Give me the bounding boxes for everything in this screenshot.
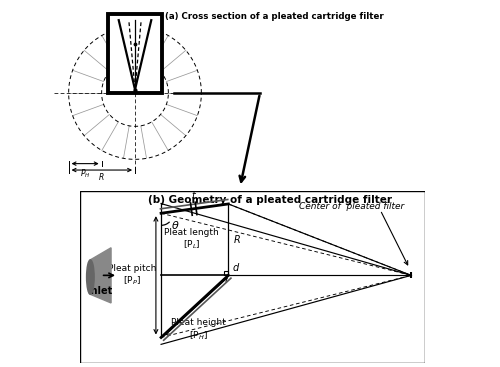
Ellipse shape bbox=[86, 260, 94, 294]
Text: P$_H$: P$_H$ bbox=[80, 167, 90, 179]
Text: t: t bbox=[192, 191, 196, 201]
Polygon shape bbox=[90, 248, 111, 303]
Text: Center of  pleated filter: Center of pleated filter bbox=[299, 202, 405, 211]
Bar bbox=[224, 271, 228, 275]
Bar bbox=[108, 14, 162, 93]
Text: Pleat height
[P$_H$]: Pleat height [P$_H$] bbox=[171, 319, 226, 342]
Text: θ: θ bbox=[172, 221, 178, 231]
Text: R: R bbox=[234, 235, 240, 245]
Text: Inlet: Inlet bbox=[88, 286, 112, 296]
Text: R: R bbox=[99, 174, 104, 182]
Text: (b) Geometry of a pleated cartridge filter: (b) Geometry of a pleated cartridge filt… bbox=[148, 195, 392, 205]
Text: (a) Cross section of a pleated cartridge filter: (a) Cross section of a pleated cartridge… bbox=[165, 12, 384, 21]
Text: d: d bbox=[232, 263, 238, 273]
Text: Pleat length
[P$_L$]: Pleat length [P$_L$] bbox=[164, 228, 218, 251]
Text: Pleat pitch
[P$_P$]: Pleat pitch [P$_P$] bbox=[108, 264, 156, 287]
